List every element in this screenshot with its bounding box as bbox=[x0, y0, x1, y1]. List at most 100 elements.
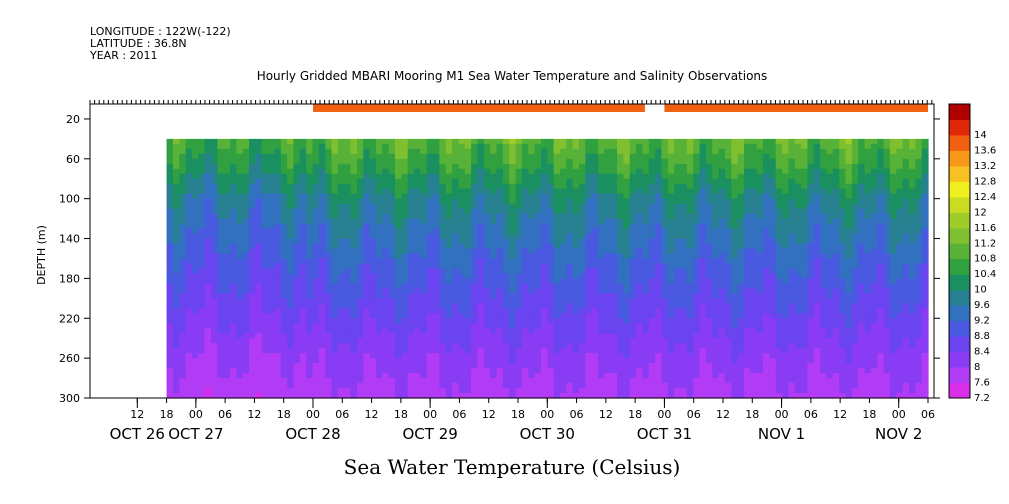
heatmap-cell bbox=[172, 283, 180, 289]
heatmap-cell bbox=[502, 263, 510, 270]
heatmap-cell bbox=[750, 198, 758, 205]
heatmap-cell bbox=[604, 248, 612, 255]
heatmap-cell bbox=[344, 363, 352, 369]
heatmap-cell bbox=[337, 253, 345, 260]
heatmap-cell bbox=[426, 373, 434, 379]
heatmap-cell bbox=[769, 358, 777, 364]
heatmap-cell bbox=[230, 153, 237, 160]
heatmap-cell bbox=[318, 348, 326, 354]
heatmap-cell bbox=[356, 138, 364, 145]
heatmap-cell bbox=[414, 323, 421, 329]
heatmap-cell bbox=[502, 143, 510, 150]
heatmap-cell bbox=[414, 218, 421, 225]
heatmap-cell bbox=[312, 333, 320, 339]
heatmap-cell bbox=[680, 253, 688, 260]
heatmap-cell bbox=[572, 298, 580, 304]
heatmap-cell bbox=[515, 313, 523, 319]
heatmap-cell bbox=[655, 258, 663, 265]
heatmap-cell bbox=[521, 228, 529, 235]
heatmap-cell bbox=[509, 293, 517, 299]
heatmap-cell bbox=[287, 333, 295, 339]
heatmap-cell bbox=[674, 163, 682, 170]
heatmap-cell bbox=[268, 183, 276, 190]
heatmap-cell bbox=[705, 338, 713, 344]
heatmap-cell bbox=[699, 248, 707, 255]
heatmap-cell bbox=[318, 173, 326, 180]
heatmap-cell bbox=[540, 298, 548, 304]
heatmap-cell bbox=[763, 338, 770, 344]
heatmap-cell bbox=[763, 343, 770, 349]
heatmap-cell bbox=[401, 293, 409, 299]
heatmap-cell bbox=[598, 353, 605, 359]
heatmap-cell bbox=[629, 198, 637, 205]
heatmap-cell bbox=[172, 293, 180, 299]
heatmap-cell bbox=[718, 173, 726, 180]
heatmap-cell bbox=[559, 318, 567, 324]
heatmap-cell bbox=[166, 258, 174, 265]
heatmap-cell bbox=[509, 138, 517, 145]
heatmap-cell bbox=[731, 373, 739, 379]
heatmap-cell bbox=[287, 143, 295, 150]
heatmap-cell bbox=[204, 208, 212, 215]
heatmap-cell bbox=[426, 178, 434, 185]
heatmap-cell bbox=[540, 138, 548, 145]
heatmap-cell bbox=[375, 313, 383, 319]
heatmap-cell bbox=[547, 178, 555, 185]
heatmap-cell bbox=[528, 198, 536, 205]
heatmap-cell bbox=[737, 363, 745, 369]
heatmap-cell bbox=[274, 203, 282, 210]
heatmap-cell bbox=[572, 293, 580, 299]
heatmap-cell bbox=[623, 338, 631, 344]
heatmap-cell bbox=[426, 173, 434, 180]
heatmap-cell bbox=[274, 143, 282, 150]
heatmap-cell bbox=[166, 383, 174, 389]
heatmap-cell bbox=[452, 248, 460, 255]
heatmap-cell bbox=[337, 368, 345, 374]
heatmap-cell bbox=[604, 138, 612, 145]
heatmap-cell bbox=[763, 268, 770, 275]
heatmap-cell bbox=[483, 253, 491, 260]
heatmap-cell bbox=[420, 258, 428, 265]
heatmap-cell bbox=[528, 323, 536, 329]
heatmap-cell bbox=[686, 378, 694, 384]
heatmap-cell bbox=[471, 288, 479, 294]
heatmap-cell bbox=[699, 238, 707, 245]
heatmap-cell bbox=[287, 283, 295, 289]
heatmap-cell bbox=[223, 273, 231, 279]
heatmap-cell bbox=[375, 228, 383, 235]
heatmap-cell bbox=[191, 353, 199, 359]
heatmap-cell bbox=[750, 393, 758, 399]
heatmap-cell bbox=[363, 183, 371, 190]
heatmap-cell bbox=[268, 373, 276, 379]
heatmap-cell bbox=[566, 173, 574, 180]
heatmap-cell bbox=[693, 363, 701, 369]
heatmap-cell bbox=[274, 223, 282, 230]
heatmap-cell bbox=[540, 253, 548, 260]
heatmap-cell bbox=[433, 233, 441, 240]
heatmap-cell bbox=[204, 293, 212, 299]
heatmap-cell bbox=[230, 168, 237, 175]
heatmap-cell bbox=[299, 368, 307, 374]
heatmap-cell bbox=[712, 388, 720, 394]
heatmap-cell bbox=[185, 293, 193, 299]
heatmap-cell bbox=[623, 263, 631, 270]
heatmap-cell bbox=[559, 233, 567, 240]
heatmap-cell bbox=[287, 213, 295, 220]
heatmap-cell bbox=[540, 158, 548, 165]
heatmap-cell bbox=[255, 198, 263, 205]
heatmap-cell bbox=[667, 273, 675, 279]
heatmap-cell bbox=[731, 178, 739, 185]
heatmap-cell bbox=[274, 308, 282, 314]
heatmap-cell bbox=[483, 308, 491, 314]
heatmap-cell bbox=[547, 248, 555, 255]
heatmap-cell bbox=[287, 363, 295, 369]
heatmap-cell bbox=[363, 338, 371, 344]
heatmap-cell bbox=[414, 153, 421, 160]
heatmap-cell bbox=[325, 373, 333, 379]
heatmap-cell bbox=[331, 283, 339, 289]
heatmap-cell bbox=[534, 138, 542, 145]
heatmap-cell bbox=[223, 293, 231, 299]
heatmap-cell bbox=[230, 283, 237, 289]
heatmap-cell bbox=[179, 383, 187, 389]
heatmap-cell bbox=[242, 148, 250, 155]
